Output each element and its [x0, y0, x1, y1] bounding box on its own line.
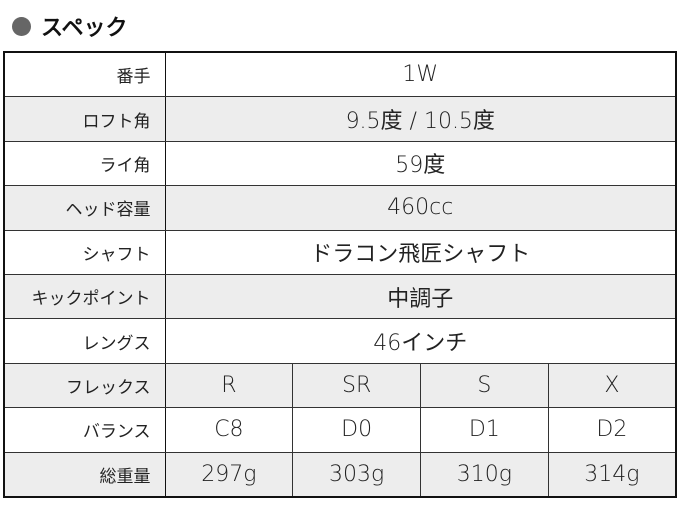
cell: D2 [547, 407, 677, 453]
table-row: シャフト ドラコン飛匠シャフト [3, 229, 677, 275]
cell: 303g [292, 451, 421, 498]
cell: X [547, 362, 677, 409]
spec-table: 番手 1W ロフト角 9.5度 / 10.5度 ライ角 59度 ヘッド容量 460cc … [3, 51, 677, 498]
cell: C8 [164, 407, 294, 453]
table-row: ロフト角 9.5度 / 10.5度 [3, 96, 677, 142]
table-row: キックポイント 中調子 [3, 273, 677, 320]
cell: 314g [547, 451, 677, 498]
row-label: ロフト角 [3, 96, 166, 142]
cell: SR [292, 362, 421, 409]
cell: 297g [164, 451, 294, 498]
section-title-text: スペック [41, 16, 128, 41]
cell: D0 [292, 407, 421, 453]
row-value: 9.5度 / 10.5度 [164, 96, 677, 142]
row-label: 番手 [3, 51, 166, 98]
row-value: 460cc [164, 185, 677, 231]
table-row: ライ角 59度 [3, 140, 677, 187]
row-value: 59度 [164, 140, 677, 187]
table-row: フレックス R SR S X [3, 362, 677, 409]
row-value: 中調子 [164, 273, 677, 320]
row-value: 1W [164, 51, 677, 98]
table-row: レングス 46インチ [3, 318, 677, 364]
table-row: バランス C8 D0 D1 D2 [3, 407, 677, 453]
table-row: 番手 1W [3, 51, 677, 98]
table-row: ヘッド容量 460cc [3, 185, 677, 231]
row-label: バランス [3, 407, 166, 453]
bullet-icon [12, 16, 31, 36]
row-label: キックポイント [3, 273, 166, 320]
row-label: フレックス [3, 362, 166, 409]
row-label: ライ角 [3, 140, 166, 187]
row-value: ドラコン飛匠シャフト [164, 229, 677, 275]
row-label: 総重量 [3, 451, 166, 498]
row-label: レングス [3, 318, 166, 364]
table-row: 総重量 297g 303g 310g 314g [3, 451, 677, 498]
cell: R [164, 362, 294, 409]
cell: 310g [420, 451, 549, 498]
cell: D1 [420, 407, 549, 453]
cell: S [420, 362, 549, 409]
row-label: ヘッド容量 [3, 185, 166, 231]
row-value: 46インチ [164, 318, 677, 364]
section-title: スペック [12, 10, 127, 42]
row-label: シャフト [3, 229, 166, 275]
